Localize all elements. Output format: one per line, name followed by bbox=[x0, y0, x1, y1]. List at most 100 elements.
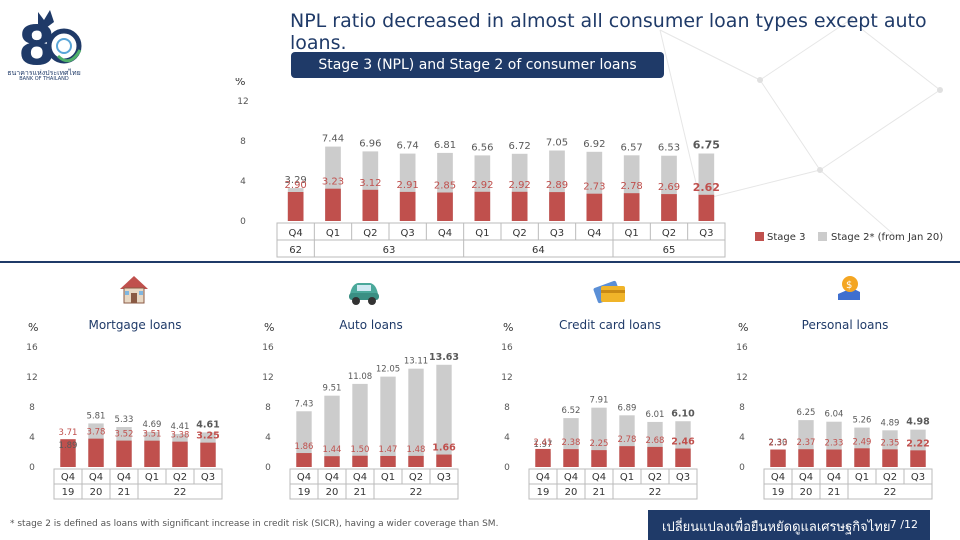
auto-loans-chart: Auto loans% 0 4 8 12 16 7.43 1.86 9.51 1.44 11.08 1… bbox=[262, 318, 459, 500]
data-label-stage2: 7.43 bbox=[295, 399, 314, 409]
background-network-decoration bbox=[659, 17, 943, 241]
data-label-stage3: 1.48 bbox=[407, 445, 426, 455]
bar-stage3 bbox=[549, 192, 565, 221]
x-tick-label: Q4 bbox=[117, 472, 131, 483]
y-tick-label: 12 bbox=[26, 373, 37, 383]
data-label-stage3: 2.37 bbox=[797, 438, 816, 448]
data-label-stage2: 13.63 bbox=[429, 352, 459, 363]
data-label-stage3: 2.78 bbox=[618, 435, 637, 445]
x-tick-label: Q3 bbox=[550, 228, 564, 239]
data-label-stage3: 2.49 bbox=[853, 437, 872, 447]
x-tick-label: Q4 bbox=[89, 472, 103, 483]
bar-stage3 bbox=[563, 449, 579, 467]
x-group-label: 65 bbox=[663, 245, 676, 256]
data-label-stage3: 2.62 bbox=[693, 181, 720, 194]
data-label-stage3: 2.92 bbox=[471, 180, 493, 191]
y-tick-label: 0 bbox=[504, 463, 510, 473]
x-tick-label: Q1 bbox=[145, 472, 159, 483]
bar-stage3 bbox=[60, 439, 76, 467]
x-tick-label: Q4 bbox=[799, 472, 813, 483]
chart-title: Personal loans bbox=[802, 318, 889, 332]
legend-label-stage2: Stage 2* (from Jan 20) bbox=[831, 232, 943, 243]
data-label-stage3: 1.66 bbox=[432, 443, 456, 454]
y-tick-label: 0 bbox=[29, 463, 35, 473]
svg-text:$: $ bbox=[846, 280, 852, 291]
x-tick-label: Q2 bbox=[173, 472, 187, 483]
bar-stage2 bbox=[436, 364, 452, 467]
data-label-stage2: 6.75 bbox=[693, 139, 720, 152]
y-axis-unit-label: % bbox=[264, 321, 274, 334]
y-tick-label: 4 bbox=[29, 433, 35, 443]
data-label-stage2: 2.30 bbox=[769, 438, 788, 448]
data-label-stage2: 1.97 bbox=[534, 440, 553, 450]
data-label-stage2: 6.04 bbox=[825, 410, 844, 420]
x-group-label: 21 bbox=[593, 487, 606, 498]
x-group-label: 19 bbox=[62, 487, 75, 498]
data-label-stage2: 6.10 bbox=[671, 408, 695, 419]
x-tick-label: Q3 bbox=[401, 228, 415, 239]
credit-card-icon bbox=[593, 280, 625, 304]
data-label-stage3: 3.12 bbox=[359, 178, 381, 189]
logo-caption-english: BANK OF THAILAND bbox=[19, 76, 69, 82]
x-tick-label: Q4 bbox=[771, 472, 785, 483]
y-tick-label: 4 bbox=[240, 177, 246, 187]
footer-bar: เปลี่ยนแปลงเพื่อยืนหยัดดูแลเศรษฐกิจไทย 7… bbox=[648, 510, 960, 540]
data-label-stage2: 11.08 bbox=[348, 372, 372, 382]
bar-stage3 bbox=[591, 450, 607, 467]
data-label-stage2: 4.89 bbox=[881, 418, 900, 428]
data-label-stage2: 1.89 bbox=[59, 441, 78, 451]
x-tick-label: Q4 bbox=[564, 472, 578, 483]
bar-stage3 bbox=[437, 192, 453, 221]
data-label-stage3: 2.46 bbox=[671, 437, 695, 448]
y-tick-label: 4 bbox=[265, 433, 271, 443]
data-label-stage2: 6.57 bbox=[621, 142, 643, 153]
x-tick-label: Q1 bbox=[475, 228, 489, 239]
data-label-stage3: 3.38 bbox=[171, 431, 190, 441]
x-group-label: 19 bbox=[537, 487, 550, 498]
data-label-stage2: 7.91 bbox=[590, 396, 609, 406]
stage2-footnote: * stage 2 is defined as loans with signi… bbox=[10, 519, 499, 529]
data-label-stage2: 6.52 bbox=[562, 406, 581, 416]
bar-stage3 bbox=[296, 453, 312, 467]
bar-stage3 bbox=[88, 438, 104, 467]
data-label-stage3: 2.85 bbox=[434, 181, 456, 192]
bar-stage3 bbox=[535, 448, 551, 467]
bar-stage3 bbox=[172, 441, 188, 467]
data-label-stage3: 2.22 bbox=[906, 438, 929, 449]
data-label-stage3: 2.89 bbox=[546, 180, 568, 191]
bar-stage3 bbox=[352, 455, 368, 467]
data-label-stage2: 4.98 bbox=[906, 417, 930, 428]
data-label-stage3: 3.25 bbox=[196, 431, 219, 442]
y-tick-label: 0 bbox=[265, 463, 271, 473]
x-tick-label: Q4 bbox=[61, 472, 75, 483]
data-label-stage2: 4.61 bbox=[196, 419, 219, 430]
bar-stage2 bbox=[408, 368, 424, 467]
bar-stage3 bbox=[436, 454, 452, 467]
data-label-stage3: 2.69 bbox=[658, 182, 680, 193]
data-label-stage3: 2.35 bbox=[881, 438, 900, 448]
y-tick-label: 16 bbox=[501, 343, 513, 353]
bank-of-thailand-80-logo: 8 bbox=[18, 10, 82, 77]
y-tick-label: 0 bbox=[739, 463, 745, 473]
data-label-stage3: 1.50 bbox=[351, 445, 370, 455]
x-tick-label: Q3 bbox=[201, 472, 215, 483]
x-group-label: 22 bbox=[174, 487, 187, 498]
y-tick-label: 12 bbox=[237, 97, 248, 107]
legend-swatch-stage2 bbox=[818, 232, 827, 241]
data-label-stage2: 5.26 bbox=[853, 416, 872, 426]
data-label-stage3: 3.78 bbox=[87, 428, 106, 438]
data-label-stage2: 6.72 bbox=[509, 141, 531, 152]
x-group-label: 64 bbox=[532, 245, 545, 256]
bar-stage2 bbox=[352, 383, 368, 467]
x-tick-label: Q4 bbox=[353, 472, 367, 483]
x-group-label: 21 bbox=[828, 487, 841, 498]
page-tab bbox=[930, 510, 960, 540]
y-tick-label: 8 bbox=[240, 137, 246, 147]
data-label-stage3: 2.90 bbox=[285, 180, 307, 191]
data-label-stage3: 2.92 bbox=[509, 180, 531, 191]
x-tick-label: Q4 bbox=[592, 472, 606, 483]
y-axis-unit-label: % bbox=[738, 321, 748, 334]
x-tick-label: Q1 bbox=[620, 472, 634, 483]
page-headline: NPL ratio decreased in almost all consum… bbox=[290, 10, 927, 54]
x-tick-label: Q2 bbox=[513, 228, 527, 239]
